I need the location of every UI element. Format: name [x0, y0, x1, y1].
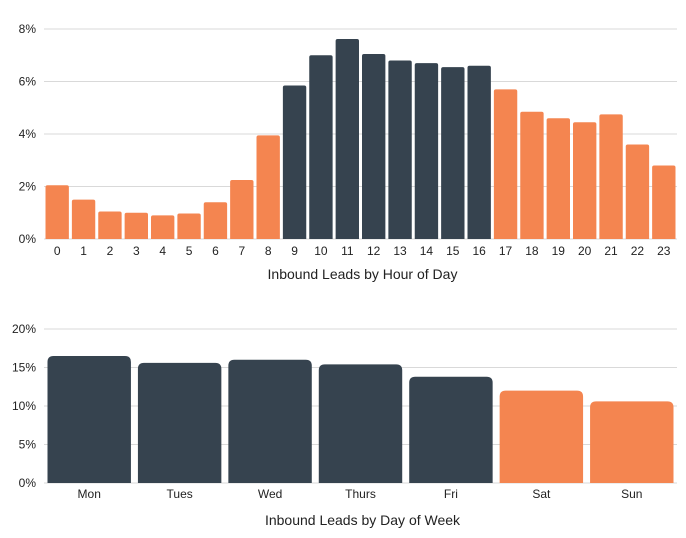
hour-x-tick-label: 16	[473, 244, 487, 258]
hour-x-tick-label: 13	[393, 244, 407, 258]
hour-x-tick-label: 23	[657, 244, 671, 258]
hour-x-tick-label: 8	[265, 244, 272, 258]
hour-x-tick-label: 20	[578, 244, 592, 258]
hour-of-day-chart: 0%2%4%6%8%0 1 2 3 4 5 6 7 8 9 10 11 12 13 14 15 16 17 18 19…	[19, 22, 677, 282]
day-x-tick-label: Mon	[78, 487, 101, 501]
hour-bar-21	[599, 114, 623, 239]
hour-x-tick-label: 1	[80, 244, 87, 258]
hour-bar-16	[467, 65, 491, 239]
day-bar-wed	[228, 359, 312, 483]
hour-bar-7	[230, 179, 254, 239]
hour-x-tick-label: 9	[291, 244, 298, 258]
day-bar-fri	[409, 376, 493, 483]
hour-bar-3	[124, 212, 148, 239]
hour-bar-23	[652, 165, 676, 239]
hour-bar-9	[282, 85, 307, 239]
day-bar-tues	[137, 362, 222, 483]
hour-x-tick-label: 10	[314, 244, 328, 258]
day-x-axis-title: Inbound Leads by Day of Week	[265, 512, 461, 528]
hour-x-tick-label: 7	[238, 244, 245, 258]
hour-bar-0	[45, 185, 69, 239]
hour-bar-19	[546, 118, 570, 239]
hour-x-tick-label: 2	[107, 244, 114, 258]
day-x-tick-label: Wed	[258, 487, 282, 501]
day-y-tick-label: 5%	[19, 438, 37, 452]
hour-y-tick-label: 0%	[19, 232, 37, 246]
day-bar-sun	[590, 401, 674, 483]
hour-bar-15	[441, 67, 465, 239]
hour-y-tick-label: 6%	[19, 75, 37, 89]
hour-bar-4	[151, 215, 175, 239]
hour-x-tick-label: 0	[54, 244, 61, 258]
hour-bar-20	[573, 122, 597, 239]
hour-bar-2	[98, 211, 122, 239]
day-y-tick-label: 20%	[12, 322, 36, 336]
day-x-tick-label: Sat	[532, 487, 551, 501]
hour-bar-5	[177, 213, 201, 239]
hour-bar-8	[256, 135, 280, 239]
hour-bar-6	[203, 202, 228, 239]
hour-y-tick-label: 2%	[19, 180, 37, 194]
day-x-tick-label: Fri	[444, 487, 458, 501]
hour-bar-11	[335, 38, 359, 239]
hour-x-tick-label: 15	[446, 244, 460, 258]
day-y-tick-label: 10%	[12, 399, 36, 413]
hour-x-tick-label: 4	[159, 244, 166, 258]
hour-y-tick-label: 4%	[19, 127, 37, 141]
hour-x-tick-label: 19	[552, 244, 566, 258]
hour-x-tick-label: 21	[604, 244, 618, 258]
day-y-tick-label: 0%	[19, 476, 37, 490]
hour-x-tick-label: 12	[367, 244, 381, 258]
hour-bar-13	[388, 60, 412, 239]
hour-bar-22	[625, 144, 650, 239]
hour-x-tick-label: 22	[631, 244, 645, 258]
day-x-tick-label: Sun	[621, 487, 642, 501]
day-bar-thurs	[318, 364, 403, 483]
hour-bar-1	[71, 199, 96, 239]
day-x-tick-label: Thurs	[345, 487, 376, 501]
hour-x-tick-label: 5	[186, 244, 193, 258]
hour-bar-18	[520, 111, 544, 239]
hour-bar-14	[414, 63, 439, 239]
day-x-tick-label: Tues	[167, 487, 193, 501]
hour-x-tick-label: 18	[525, 244, 539, 258]
hour-bar-10	[309, 55, 333, 239]
hour-x-tick-label: 14	[420, 244, 434, 258]
day-bar-sat	[499, 390, 584, 483]
hour-x-tick-label: 11	[341, 244, 354, 258]
hour-bar-17	[493, 89, 518, 239]
day-of-week-chart: 0% 5% 10% 15% 20% Mon Tues Wed Thurs Fri Sat Sun Inb…	[12, 322, 677, 528]
day-bar-mon	[47, 355, 131, 483]
day-y-tick-label: 15%	[12, 361, 36, 375]
hour-x-tick-label: 6	[212, 244, 219, 258]
hour-bar-12	[362, 53, 386, 239]
hour-x-tick-label: 17	[499, 244, 513, 258]
hour-y-tick-label: 8%	[19, 22, 37, 36]
hour-x-axis-title: Inbound Leads by Hour of Day	[268, 266, 458, 282]
hour-x-tick-label: 3	[133, 244, 140, 258]
